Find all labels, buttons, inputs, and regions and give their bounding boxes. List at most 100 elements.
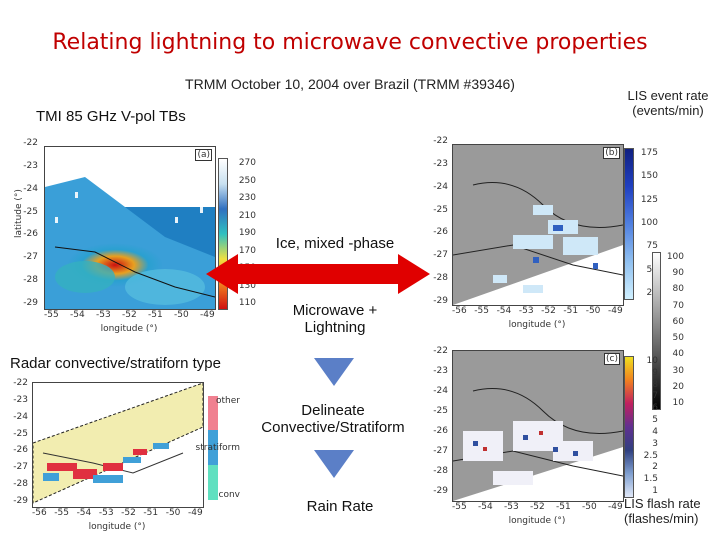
panel-c-cbar-tick: 10 [646,356,658,366]
panel-a-xtick: -51 [148,310,163,320]
panel-radar-legend-label: other [216,396,240,406]
panel-radar-legend [208,396,218,500]
panel-radar-map [32,382,204,508]
panel-c-xtick: -54 [478,502,493,512]
slide-title: Relating lightning to microwave convecti… [52,30,648,55]
panel-radar-ytick: -24 [13,411,28,422]
panel-a-xtick: -52 [122,310,137,320]
panel-a-cbar-tick: 210 [238,210,256,221]
panel-a-cbar-tick: 190 [238,228,256,238]
panel-b-ytick: -28 [433,273,448,284]
panel-b-cbar-tick: 150 [640,171,658,182]
panel-a-cbar-tick: 270 [238,158,256,168]
panel-radar-ytick: -28 [13,479,28,490]
panel-b-ytick: -23 [433,158,448,169]
panel-b-cbar-tick: 75 [646,241,658,252]
panel-b-map: (b) [452,144,624,306]
panel-b-gray-tick: 10 [672,398,684,408]
panel-c-ytick: -27 [433,446,448,456]
panel-b-gray-tick: 60 [672,316,684,327]
panel-c-ytick: -22 [433,346,448,356]
panel-c-xlabel: longitude (°) [508,516,566,526]
panel-c-cbar-tick: 1.5 [643,474,658,485]
panel-a-xtick: -50 [174,310,189,320]
panel-c-xtick: -49 [608,502,623,512]
panel-c-yticks: -22 -23 -24 -25 -26 -27 -28 -29 [433,346,448,496]
panel-c-cbar-tick: 9 [652,367,658,378]
panel-a-tag: (a) [195,149,212,161]
panel-b-ytick: -24 [433,181,448,192]
panel-a-cbar-tick: 170 [238,245,256,256]
panel-a: latitude (°) -22 -23 -24 -25 -26 -27 -28 -29 [14,138,264,338]
lis-event-label: LIS event rate (events/min) [627,88,709,118]
panel-a-ytick: -27 [23,252,38,263]
panel-b-gray-ticks: 100 90 80 70 60 50 40 30 20 10 [662,252,684,408]
panel-a-xtick: -53 [96,310,111,320]
panel-b-xtick: -52 [541,306,556,316]
panel-b-gray-tick: 40 [672,349,684,360]
microwave-lightning-label: Microwave + Lightning [292,302,378,336]
ice-label: Ice, mixed -phase [275,235,395,252]
delineate-label: Delineate Convective/Stratiform [261,402,405,436]
panel-c-cbar-tick: 3 [652,438,658,449]
panel-a-cbar-tick: 250 [238,175,256,186]
panel-a-ytick: -28 [23,275,38,286]
panel-c-cbar-tick: 1 [652,486,658,496]
panel-a-map: (a) [44,146,216,310]
panel-radar-ytick: -29 [13,496,28,506]
panel-c-xtick: -55 [452,502,467,512]
panel-c-map: (c) [452,350,624,502]
panel-b-xtick: -49 [608,306,623,316]
panel-b-colorbar [624,148,634,300]
panel-a-cbar-tick: 230 [238,193,256,203]
panel-radar-legend-label: conv [218,490,241,500]
panel-radar-ytick: -23 [13,394,28,405]
down-arrow-icon-2 [314,450,354,478]
panel-radar-xtick: -56 [32,508,47,518]
panel-c-xtick: -50 [582,502,597,512]
panel-b-tag: (b) [603,147,620,159]
panel-b-cbar-tick: 125 [640,194,658,205]
panel-a-cbar-tick: 130 [238,280,256,291]
case-title: TRMM October 10, 2004 over Brazil (TRMM … [185,76,515,92]
tmi-label: TMI 85 GHz V-pol TBs [36,108,186,125]
panel-radar-ytick: -26 [13,445,28,456]
double-arrow-icon [206,254,430,294]
panel-b-gray-tick: 70 [672,300,684,311]
panel-radar-ytick: -27 [13,462,28,473]
panel-a-yticks: -22 -23 -24 -25 -26 -27 -28 -29 [23,138,38,308]
panel-radar-ytick: -22 [13,378,28,388]
panel-c-ytick: -24 [433,386,448,396]
panel-radar-swath [33,383,203,504]
panel-b-xtick: -51 [563,306,579,316]
panel-radar-ytick: -25 [13,428,28,439]
radar-label: Radar convective/stratiforn type [10,355,221,372]
rain-rate-label: Rain Rate [306,498,374,515]
panel-b-gray-tick: 20 [672,381,684,392]
panel-radar-xticks: -56 -55 -54 -53 -52 -51 -50 -49 [32,508,203,520]
panel-b-xtick: -56 [452,306,467,316]
panel-a-ytick: -22 [23,138,38,148]
panel-a-xtick: -49 [200,310,215,320]
panel-a-ytick: -24 [23,183,38,194]
panel-c-cbar-tick: 2 [652,462,658,473]
panel-b-xtick: -50 [585,306,601,316]
panel-c-ytick: -25 [433,406,448,416]
panel-a-xlabel: longitude (°) [100,324,158,334]
panel-radar-xtick: -51 [143,508,159,518]
panel-b-xticks: -56 -55 -54 -53 -52 -51 -50 -49 [452,306,623,318]
panel-b-cbar-tick: 175 [640,148,658,158]
panel-radar-xtick: -53 [98,508,114,518]
panel-a-cbar-tick: 110 [238,298,256,308]
panel-c-tag: (c) [604,353,620,365]
panel-c-cbar-ticks: 10 9 8 7 6 5 4 3 2.5 2 1.5 1 [636,356,658,496]
panel-b-gray-colorbar [652,252,661,410]
panel-b-gray-tick: 50 [672,333,684,344]
panel-radar-xtick: -54 [76,508,92,518]
panel-radar: -22 -23 -24 -25 -26 -27 -28 -29 -56 -55 -54 -53 -52… [13,378,244,540]
panel-b-gray-tick: 100 [666,252,684,262]
panel-a-xticks: -55 -54 -53 -52 -51 -50 -49 [44,310,215,322]
panel-radar-yticks: -22 -23 -24 -25 -26 -27 -28 -29 [13,378,28,506]
panel-c-ytick: -26 [433,426,448,436]
panel-b-gray-tick: 80 [672,284,684,295]
